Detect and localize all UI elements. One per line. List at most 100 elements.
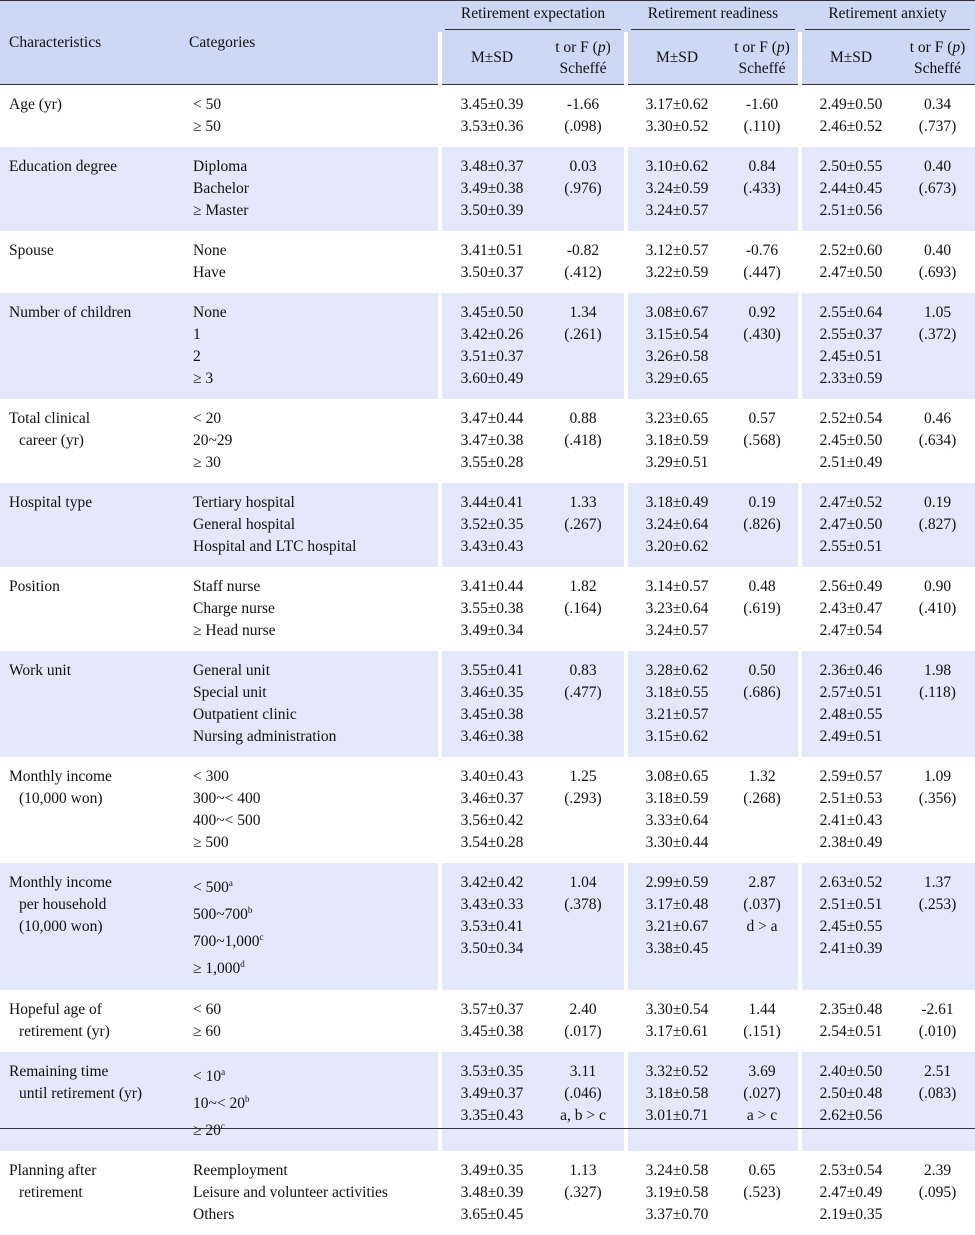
category-label: 10~< 20b <box>193 1088 437 1115</box>
msd-value: 3.17±0.48 <box>629 894 725 916</box>
test-stat-value: 0.50 <box>727 660 797 682</box>
category-label: General unit <box>193 660 437 682</box>
test-stat-value: 1.13 <box>543 1160 623 1182</box>
test-stat-cell: 1.44(.151) <box>726 990 800 1052</box>
category-label: ≥ 50 <box>193 116 437 138</box>
msd-value: 3.53±0.36 <box>443 116 541 138</box>
msd-value: 3.55±0.38 <box>443 598 541 620</box>
msd-value: 3.49±0.34 <box>443 620 541 642</box>
msd-value: 3.46±0.38 <box>443 726 541 748</box>
msd-value: 3.12±0.57 <box>629 240 725 262</box>
msd-value: 3.21±0.67 <box>629 916 725 938</box>
msd-value: 3.55±0.28 <box>443 452 541 474</box>
category-label: 20~29 <box>193 430 437 452</box>
characteristic-cell: Position <box>0 567 180 651</box>
msd-value: 3.26±0.58 <box>629 346 725 368</box>
test-stat-value: -1.60 <box>727 94 797 116</box>
test-stat-value: 0.92 <box>727 302 797 324</box>
msd-value: 2.35±0.48 <box>803 999 899 1021</box>
category-label: ≥ Head nurse <box>193 620 437 642</box>
test-stat-value: 0.84 <box>727 156 797 178</box>
test-stat-cell: 0.48(.619) <box>726 567 800 651</box>
msd-value: 2.49±0.51 <box>803 726 899 748</box>
test-stat-value: (.253) <box>901 894 974 916</box>
msd-value: 2.47±0.52 <box>803 492 899 514</box>
test-stat-value: (.827) <box>901 514 974 536</box>
msd-value: 2.52±0.60 <box>803 240 899 262</box>
msd-value: 3.30±0.54 <box>629 999 725 1021</box>
test-stat-value: (.268) <box>727 788 797 810</box>
msd-value: 3.65±0.45 <box>443 1204 541 1226</box>
msd-value: 3.45±0.38 <box>443 1021 541 1043</box>
col-header-categories: Categories <box>180 1 440 85</box>
msd-value: 2.54±0.51 <box>803 1021 899 1043</box>
test-stat-cell: 0.83(.477) <box>542 651 626 757</box>
test-stat-value: 0.40 <box>901 156 974 178</box>
test-stat-value: 2.87 <box>727 872 797 894</box>
category-label: Nursing administration <box>193 726 437 748</box>
msd-value: 3.33±0.64 <box>629 810 725 832</box>
msd-value: 3.18±0.58 <box>629 1083 725 1105</box>
test-stat-cell: 1.04(.378) <box>542 863 626 990</box>
characteristic-label: Monthly income <box>9 766 179 788</box>
category-label: ≥ 30 <box>193 452 437 474</box>
test-stat-cell: 0.84(.433) <box>726 147 800 231</box>
msd-value: 3.53±0.41 <box>443 916 541 938</box>
test-stat-value: (.151) <box>727 1021 797 1043</box>
category-label: Outpatient clinic <box>193 704 437 726</box>
characteristic-label: Monthly income <box>9 872 179 894</box>
category-label: Leisure and volunteer activities <box>193 1182 437 1204</box>
msd-value: 2.59±0.57 <box>803 766 899 788</box>
test-stat-value: (.083) <box>901 1083 974 1105</box>
msd-value: 3.15±0.54 <box>629 324 725 346</box>
msd-value: 3.08±0.65 <box>629 766 725 788</box>
group-header-anxiety: Retirement anxiety <box>800 1 975 32</box>
category-label: < 20 <box>193 408 437 430</box>
msd-value: 2.45±0.50 <box>803 430 899 452</box>
test-stat-value: (.046) <box>543 1083 623 1105</box>
test-stat-value: (.619) <box>727 598 797 620</box>
msd-value: 2.48±0.55 <box>803 704 899 726</box>
characteristic-cell: Age (yr) <box>0 85 180 148</box>
category-label: 400~< 500 <box>193 810 437 832</box>
msd-value: 3.22±0.59 <box>629 262 725 284</box>
test-stat-value: 0.83 <box>543 660 623 682</box>
msd-value: 2.62±0.56 <box>803 1105 899 1127</box>
msd-value: 3.38±0.45 <box>629 938 725 960</box>
group-header-expectation: Retirement expectation <box>440 1 626 32</box>
msd-value: 3.40±0.43 <box>443 766 541 788</box>
characteristic-label: Hopeful age of <box>9 999 179 1021</box>
msd-value: 2.50±0.48 <box>803 1083 899 1105</box>
category-label: < 10a <box>193 1061 437 1088</box>
test-stat-value: (.433) <box>727 178 797 200</box>
msd-value: 2.47±0.54 <box>803 620 899 642</box>
test-stat-cell: 0.03(.976) <box>542 147 626 231</box>
category-label: Diploma <box>193 156 437 178</box>
characteristic-label: Spouse <box>9 240 179 262</box>
test-stat-cell: 1.82(.164) <box>542 567 626 651</box>
msd-value: 2.45±0.55 <box>803 916 899 938</box>
test-stat-value: (.523) <box>727 1182 797 1204</box>
test-stat-cell: 1.34(.261) <box>542 293 626 399</box>
category-label: < 300 <box>193 766 437 788</box>
test-stat-cell: 0.34(.737) <box>900 85 975 148</box>
test-stat-value: (.430) <box>727 324 797 346</box>
msd-value: 3.50±0.39 <box>443 200 541 222</box>
characteristic-label: (10,000 won) <box>9 788 179 810</box>
